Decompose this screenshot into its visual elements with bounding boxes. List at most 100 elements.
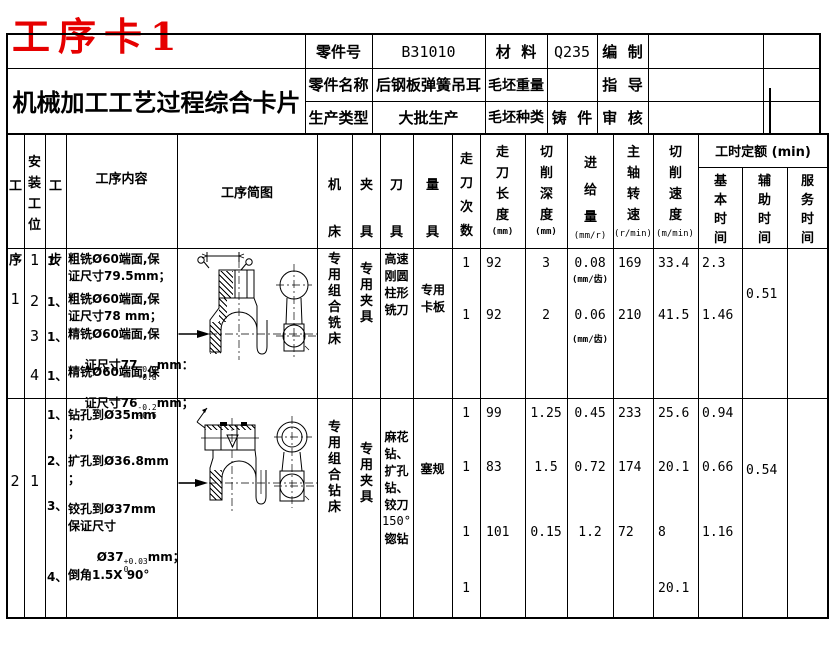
col-spindle: 主轴转速 bbox=[626, 145, 640, 223]
p1-len: 92 bbox=[486, 308, 502, 323]
grid-line bbox=[372, 33, 373, 133]
p2-depth: 1.25 bbox=[530, 406, 562, 421]
process1-step-mark: 1、 bbox=[47, 254, 68, 268]
lower-deviation: 0 bbox=[123, 565, 129, 574]
col-cut-depth: 切削深度 bbox=[539, 145, 553, 223]
process2-tool-line: 钻、 bbox=[384, 480, 409, 495]
process2-tool-line: 锪钻 bbox=[384, 531, 409, 546]
process1-tool-line: 铣刀 bbox=[384, 302, 409, 317]
page-title: 工序卡1 bbox=[12, 14, 185, 59]
hatch-region bbox=[219, 271, 233, 298]
process1-content-line: 精铣Ø60端面,保 bbox=[68, 365, 160, 379]
p2-depth: 0.15 bbox=[530, 525, 562, 540]
grid-line bbox=[6, 133, 828, 135]
grid-line bbox=[6, 248, 828, 249]
grid-line bbox=[525, 133, 526, 618]
p2-speed: 20.1 bbox=[658, 581, 690, 596]
process2-content-line: 铰孔到Ø37mm bbox=[68, 502, 156, 516]
col-content: 工序内容 bbox=[95, 171, 148, 187]
grid-line bbox=[452, 133, 453, 618]
grid-line bbox=[653, 133, 654, 618]
process1-tool-line: 柱形 bbox=[384, 285, 409, 300]
grid-line bbox=[380, 133, 381, 618]
process2-gauge: 塞规 bbox=[420, 461, 445, 476]
p2-basic: 1.16 bbox=[702, 525, 734, 540]
p2-speed: 20.1 bbox=[658, 460, 690, 475]
grid-line bbox=[6, 133, 8, 619]
process2-step-mark: 3、 bbox=[47, 499, 68, 513]
process1-content-line: 证尺寸78 mm； bbox=[68, 309, 162, 323]
p2-speed: 8 bbox=[658, 525, 666, 540]
process1-station: 3 bbox=[29, 327, 40, 345]
dim-unit: mm； bbox=[147, 550, 185, 564]
process2-tool-line: 钻、 bbox=[384, 446, 409, 461]
p1-speed: 41.5 bbox=[658, 308, 690, 323]
process1-no: 1 bbox=[10, 290, 20, 308]
part-name-value: 后钢板弹簧吊耳 bbox=[375, 76, 481, 94]
p1-basic: 2.3 bbox=[702, 256, 726, 271]
process2-content-line: Ø37 +0.03 0 mm； bbox=[80, 534, 185, 588]
grid-line bbox=[485, 33, 486, 133]
grid-line bbox=[698, 167, 828, 168]
process2-tool-line: 扩孔 bbox=[384, 463, 409, 478]
grid-line bbox=[6, 33, 820, 35]
hatch-region bbox=[210, 470, 222, 500]
grid-line bbox=[819, 33, 821, 133]
process1-step-mark: 1、 bbox=[47, 295, 68, 309]
grid-line bbox=[305, 101, 820, 102]
p2-passes: 1 bbox=[462, 581, 470, 596]
hatch-region bbox=[205, 425, 255, 430]
col-tool: 刀具 bbox=[389, 178, 403, 240]
p2-spindle: 174 bbox=[618, 460, 642, 475]
blank-type-label: 毛坯种类 bbox=[488, 110, 544, 126]
grid-line bbox=[827, 133, 829, 619]
col-gauge: 量具 bbox=[425, 178, 439, 240]
process1-content-line: 粗铣Ø60端面,保 bbox=[68, 292, 160, 306]
col-station: 安装工位 bbox=[27, 155, 41, 233]
process1-gauge: 专用卡板 bbox=[420, 283, 445, 314]
process1-tool-line: 刚圆 bbox=[384, 268, 409, 283]
p1-depth: 3 bbox=[542, 256, 550, 271]
col-time-quota: 工时定额 (min) bbox=[715, 144, 811, 160]
process2-content-line: 扩孔到Ø36.8mm bbox=[68, 454, 169, 468]
col-process: 工序 bbox=[8, 179, 22, 268]
process2-sketch bbox=[177, 407, 317, 513]
p2-passes: 1 bbox=[462, 460, 470, 475]
grid-line bbox=[567, 133, 568, 618]
col-feed-unit: (mm/r) bbox=[573, 231, 607, 241]
process1-content-line: 证尺寸77 -0.2 -0.6 mm： bbox=[68, 342, 194, 396]
audit-label: 审 核 bbox=[602, 108, 643, 127]
p2-speed: 25.6 bbox=[658, 406, 690, 421]
process1-fixture: 专用夹具 bbox=[359, 262, 373, 325]
guide-label: 指 导 bbox=[602, 76, 643, 94]
process2-tool-line: 150° bbox=[382, 514, 411, 528]
grid-line bbox=[66, 133, 67, 618]
p2-feed: 0.72 bbox=[574, 460, 606, 475]
process2-no: 2 bbox=[10, 472, 20, 490]
p1-len: 92 bbox=[486, 256, 502, 271]
grid-line bbox=[6, 617, 828, 619]
col-service-time: 服务时间 bbox=[800, 174, 814, 246]
grid-line bbox=[597, 33, 598, 133]
p1-aux: 0.51 bbox=[746, 287, 778, 302]
p1-feed: 0.08 bbox=[574, 256, 606, 271]
blank-weight-label: 毛坯重量 bbox=[488, 77, 544, 94]
p2-depth: 1.5 bbox=[534, 460, 558, 475]
process1-sketch bbox=[177, 252, 317, 360]
p2-spindle: 72 bbox=[618, 525, 634, 540]
p1-feed-unit: (mm/齿) bbox=[571, 335, 609, 345]
card-title: 机械加工工艺过程综合卡片 bbox=[12, 89, 301, 117]
grid-line bbox=[763, 33, 764, 133]
p1-spindle: 169 bbox=[618, 256, 642, 271]
col-passes: 走刀次数 bbox=[459, 152, 473, 239]
grid-line bbox=[6, 68, 820, 69]
prod-type-value: 大批生产 bbox=[398, 108, 459, 127]
process1-content-line: 粗铣Ø60端面,保 bbox=[68, 252, 160, 266]
p1-feed-unit: (mm/齿) bbox=[571, 275, 609, 285]
dim-text: 证尺寸77 bbox=[84, 358, 138, 372]
grid-line bbox=[787, 167, 788, 618]
p2-passes: 1 bbox=[462, 525, 470, 540]
process1-content-line: 证尺寸76 -0.2 -0.6 mm； bbox=[68, 380, 194, 434]
dim-text: 证尺寸76 bbox=[84, 396, 138, 410]
grid-line bbox=[698, 133, 699, 618]
